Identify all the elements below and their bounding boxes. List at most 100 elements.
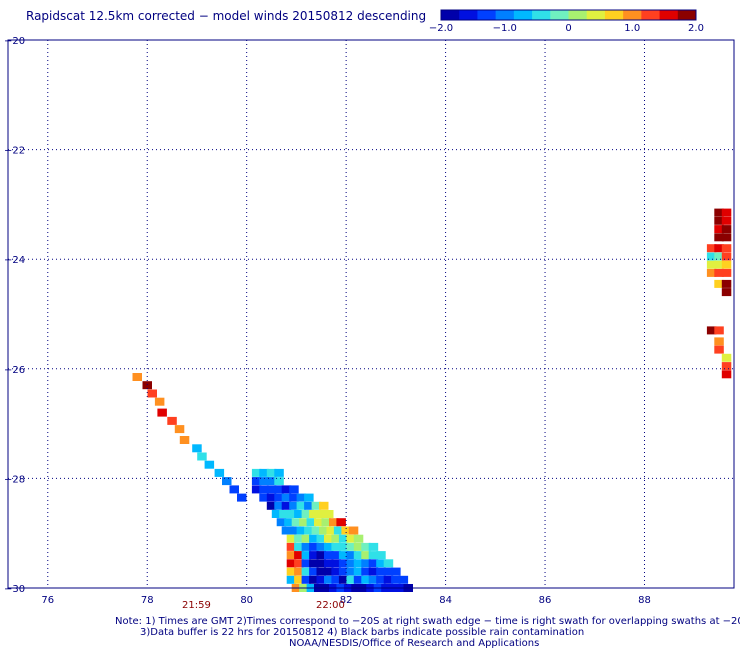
colorbar-segment — [677, 10, 697, 20]
heatmap-cell — [286, 510, 297, 518]
heatmap-cell — [338, 534, 349, 543]
y-tick-label: −30 — [4, 584, 25, 595]
heatmap-cell — [259, 468, 269, 477]
heatmap-cell — [266, 501, 277, 510]
y-tick-label: −28 — [4, 474, 25, 485]
heatmap-cell — [319, 526, 329, 535]
heatmap-cell — [309, 575, 319, 584]
heatmap-cell — [706, 268, 717, 277]
heatmap-cell — [304, 493, 314, 502]
heatmap-cell — [306, 518, 317, 527]
heatmap-cell — [368, 567, 379, 576]
heatmap-cell — [324, 510, 334, 518]
colorbar-tick-label: 0 — [565, 23, 571, 34]
heatmap-cell — [301, 510, 312, 518]
heatmap-cell — [721, 260, 732, 269]
heatmap-cell — [391, 575, 401, 584]
heatmap-cell — [714, 337, 724, 346]
heatmap-cell — [714, 252, 724, 261]
x-tick-label: 88 — [638, 595, 651, 606]
colorbar-tick-label: 2.0 — [688, 23, 704, 34]
plot-frame — [7, 39, 735, 589]
heatmap-cell — [316, 559, 326, 568]
heatmap-cell — [266, 477, 277, 486]
heatmap-cell — [376, 567, 386, 576]
heatmap-cell — [368, 559, 379, 568]
colorbar-tick-label: 1.0 — [624, 23, 640, 34]
heatmap-cell — [259, 477, 269, 486]
heatmap-cell — [154, 397, 165, 406]
heatmap-cell — [294, 534, 304, 543]
heatmap-cell — [281, 485, 292, 494]
colorbar-segment — [441, 10, 460, 20]
heatmap-cell — [316, 567, 326, 576]
heatmap-cell — [289, 485, 299, 494]
heatmap-cell — [301, 575, 312, 584]
colorbar-segment — [586, 10, 606, 20]
heatmap-cell — [714, 244, 724, 253]
heatmap-cell — [721, 225, 732, 234]
x-tick-label: 84 — [439, 595, 452, 606]
heatmap-cell — [259, 493, 269, 502]
heatmap-cell — [294, 559, 304, 568]
heatmap-cell — [353, 542, 364, 551]
heatmap-cell — [284, 518, 294, 527]
heatmap-cell — [346, 542, 356, 551]
heatmap-cell — [291, 518, 302, 527]
heatmap-cell — [361, 567, 371, 576]
heatmap-cell — [204, 460, 215, 469]
heatmap-cell — [197, 452, 207, 461]
heatmap-cell — [316, 551, 326, 560]
heatmap-cell — [279, 510, 289, 518]
heatmap-cell — [338, 575, 349, 584]
colorbar-segment — [623, 10, 642, 20]
heatmap-cell — [266, 468, 277, 477]
time-label-1: 21:59 — [182, 600, 211, 611]
heatmap-cell — [721, 268, 732, 277]
heatmap-cell — [316, 510, 326, 518]
colorbar-segment — [459, 10, 478, 20]
colorbar-segment — [659, 10, 679, 20]
heatmap-cell — [346, 567, 356, 576]
heatmap-cell — [289, 526, 299, 535]
heatmap-cell — [353, 559, 364, 568]
y-tick-label: −22 — [4, 146, 25, 157]
heatmap-cell — [721, 244, 732, 253]
colorbar: −2.0 −1.0 0 1.0 2.0 — [429, 9, 704, 34]
heatmap-cell — [346, 559, 356, 568]
heatmap-cell — [721, 279, 732, 288]
heatmap-cell — [311, 526, 322, 535]
heatmap-cell — [274, 477, 284, 486]
heatmap-cell — [348, 526, 359, 535]
heatmap-cell — [296, 493, 307, 502]
heatmap-cell — [338, 559, 349, 568]
y-tick-label: −24 — [4, 255, 25, 266]
heatmap-cell — [281, 501, 292, 510]
colorbar-segment — [495, 10, 515, 20]
y-tick-label: −26 — [4, 365, 25, 376]
heatmap-cell — [398, 575, 409, 584]
heatmap-cell — [361, 575, 371, 584]
heatmap-cell — [324, 534, 334, 543]
heatmap-cell — [266, 485, 277, 494]
heatmap-cell — [721, 288, 732, 297]
heatmap-cell — [329, 518, 339, 527]
x-tick-label: 76 — [41, 595, 54, 606]
colorbar-segment — [513, 10, 533, 20]
heatmap-cell — [274, 493, 284, 502]
colorbar-segment — [604, 10, 624, 20]
heatmap-cell — [721, 216, 732, 225]
heatmap-cell — [274, 468, 284, 477]
heatmap-cell — [714, 268, 724, 277]
heatmap-cell — [331, 559, 341, 568]
heatmap-cell — [289, 493, 299, 502]
heatmap-cell — [338, 542, 349, 551]
heatmap-cell — [294, 567, 304, 576]
heatmap-cell — [383, 567, 394, 576]
chart-title: Rapidscat 12.5km corrected − model winds… — [26, 9, 427, 23]
heatmap-cell — [338, 551, 349, 560]
colorbar-frame — [440, 9, 697, 21]
heatmap-cell — [331, 575, 341, 584]
heatmap-cell — [274, 485, 284, 494]
heatmap-cell — [376, 559, 386, 568]
